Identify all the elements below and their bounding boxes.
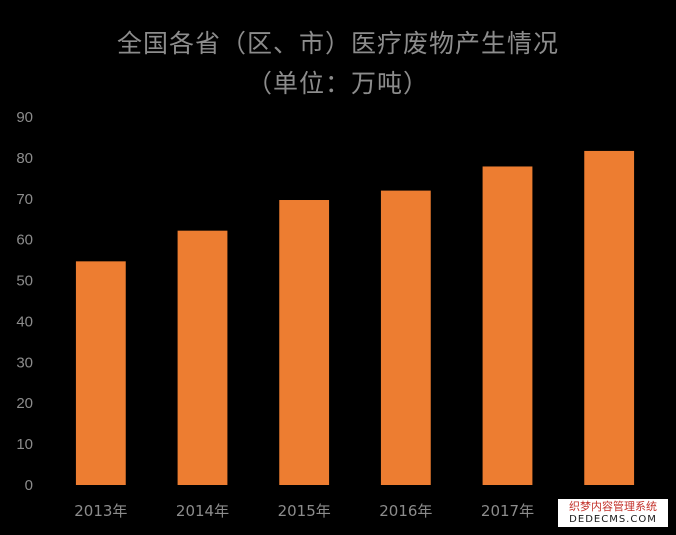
watermark: 织梦内容管理系统 DEDECMS.COM bbox=[558, 499, 668, 527]
bar bbox=[75, 261, 126, 485]
y-tick-label: 90 bbox=[16, 109, 33, 126]
y-tick-label: 50 bbox=[16, 273, 33, 290]
y-tick-label: 30 bbox=[16, 354, 33, 371]
y-tick-label: 10 bbox=[16, 436, 33, 453]
y-tick-label: 80 bbox=[16, 150, 33, 167]
y-tick-label: 60 bbox=[16, 232, 33, 249]
x-tick-label: 2014年 bbox=[176, 502, 229, 520]
chart-subtitle: （单位：万吨） bbox=[246, 69, 429, 98]
x-tick-label: 2016年 bbox=[379, 502, 432, 520]
y-tick-label: 40 bbox=[16, 313, 33, 330]
x-tick-label: 2015年 bbox=[278, 502, 331, 520]
bar bbox=[177, 230, 228, 485]
x-tick-label: 2013年 bbox=[74, 502, 127, 520]
bar bbox=[279, 200, 330, 485]
chart-title: 全国各省（区、市）医疗废物产生情况 bbox=[116, 29, 559, 58]
bar bbox=[482, 166, 533, 485]
x-tick-label: 2017年 bbox=[481, 502, 534, 520]
bar bbox=[584, 150, 635, 485]
watermark-line2: DEDECMS.COM bbox=[569, 514, 657, 525]
y-tick-label: 70 bbox=[16, 191, 33, 208]
bar bbox=[380, 190, 431, 485]
y-tick-label: 20 bbox=[16, 395, 33, 412]
watermark-line1: 织梦内容管理系统 bbox=[569, 500, 657, 513]
y-tick-label: 0 bbox=[25, 477, 33, 494]
